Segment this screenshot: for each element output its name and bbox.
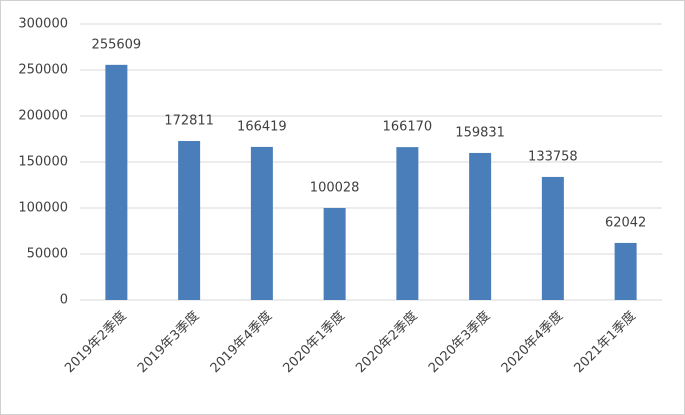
y-tick-label: 150000	[18, 155, 68, 170]
data-label: 100028	[310, 180, 360, 195]
y-tick-label: 0	[60, 293, 68, 308]
data-label: 133758	[528, 149, 578, 164]
y-tick-label: 50000	[27, 247, 68, 262]
bar	[250, 146, 273, 300]
y-tick-label: 250000	[18, 63, 68, 78]
y-tick-label: 100000	[18, 201, 68, 216]
bar	[614, 242, 637, 300]
data-label: 172811	[164, 114, 214, 129]
data-label: 166170	[383, 120, 433, 135]
bar	[323, 207, 346, 300]
y-tick-label: 200000	[18, 109, 68, 124]
data-label: 62042	[605, 215, 646, 230]
bar	[105, 64, 128, 300]
data-label: 159831	[455, 125, 505, 140]
bar	[396, 147, 419, 300]
data-label: 166419	[237, 119, 287, 134]
bar	[469, 152, 492, 300]
bar	[178, 141, 201, 300]
data-label: 255609	[92, 37, 142, 52]
bar	[541, 176, 564, 300]
y-tick-label: 300000	[18, 17, 68, 32]
